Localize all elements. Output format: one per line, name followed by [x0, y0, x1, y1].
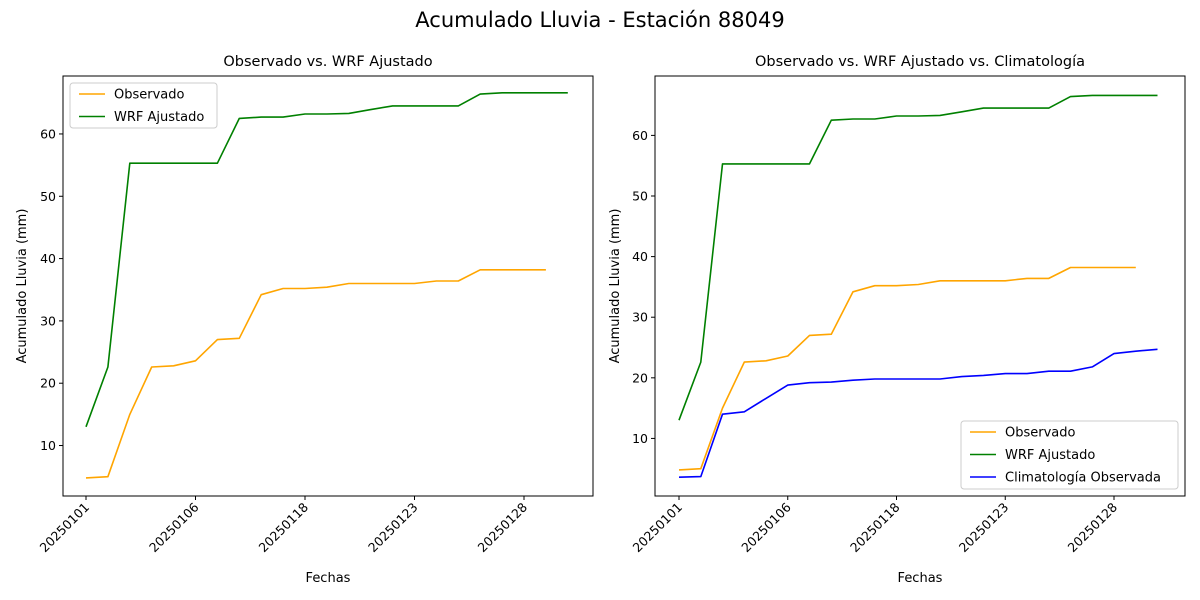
y-tick-label: 50: [632, 189, 648, 204]
legend-label: Climatología Observada: [1005, 471, 1161, 486]
y-tick-label: 10: [632, 431, 648, 446]
x-tick-label: 20250118: [256, 499, 312, 555]
x-axis-label: Fechas: [898, 571, 943, 586]
x-tick-label: 20250123: [365, 500, 421, 556]
axes-frame: [62, 75, 594, 497]
x-tick-label: 20250128: [1065, 499, 1121, 555]
y-tick-label: 40: [40, 251, 56, 266]
legend-label: Observado: [114, 88, 185, 103]
series-line-1: [85, 268, 546, 479]
x-tick-label: 20250118: [847, 499, 903, 555]
y-tick-label: 20: [632, 370, 648, 385]
series-line-2: [678, 94, 1158, 421]
series-line-2: [85, 92, 568, 428]
y-tick-label: 50: [40, 189, 56, 204]
legend-label: WRF Ajustado: [114, 110, 204, 125]
legend-box: [960, 420, 1179, 490]
chart-title: Observado vs. WRF Ajustado: [223, 54, 432, 70]
x-tick-label: 20250106: [738, 499, 794, 555]
y-tick-label: 40: [632, 249, 648, 264]
y-tick-label: 20: [40, 376, 56, 391]
x-tick-label: 20250106: [146, 499, 202, 555]
figure-suptitle: Acumulado Lluvia - Estación 88049: [415, 8, 785, 32]
x-axis-label: Fechas: [306, 571, 351, 586]
series-line-3: [678, 348, 1158, 478]
chart-title: Observado vs. WRF Ajustado vs. Climatolo…: [755, 54, 1085, 70]
x-tick-label: 20250101: [630, 500, 686, 556]
y-tick-label: 10: [40, 438, 56, 453]
y-tick-label: 60: [40, 126, 56, 141]
y-tick-label: 30: [40, 313, 56, 328]
x-tick-label: 20250128: [475, 499, 531, 555]
y-axis-label: Acumulado Lluvia (mm): [608, 209, 623, 364]
y-tick-label: 30: [632, 310, 648, 325]
x-tick-label: 20250101: [37, 500, 93, 556]
legend-box: [69, 82, 218, 129]
x-tick-label: 20250123: [956, 500, 1012, 556]
y-axis-label: Acumulado Lluvia (mm): [15, 209, 30, 364]
y-tick-label: 60: [632, 128, 648, 143]
legend-label: Observado: [1005, 426, 1076, 441]
legend-label: WRF Ajustado: [1005, 448, 1095, 463]
axes-frame: [654, 75, 1186, 497]
series-line-1: [678, 266, 1136, 471]
